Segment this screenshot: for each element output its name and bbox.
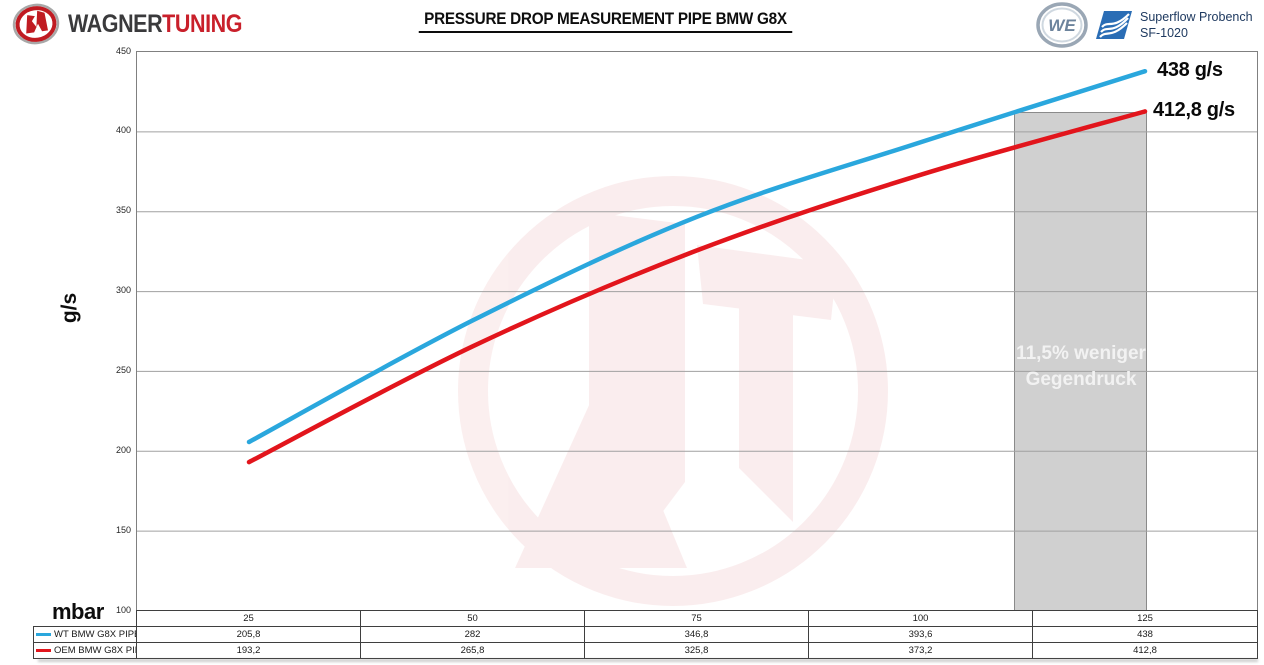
x-axis-tick-cell: 75 xyxy=(585,611,809,626)
bench-line2: SF-1020 xyxy=(1140,26,1188,40)
x-axis-tick-cell: 25 xyxy=(137,611,361,626)
oem-series-line xyxy=(246,109,1148,465)
brand-tuning: TUNING xyxy=(162,9,243,38)
y-tick-label: 100 xyxy=(115,604,131,615)
series-value-cell: 325,8 xyxy=(585,643,809,658)
bench-label: Superflow Probench SF-1020 xyxy=(1140,9,1253,41)
band-annotation-line1: 11,5% weniger xyxy=(1016,343,1146,364)
series-value-cell: 265,8 xyxy=(361,643,585,658)
series-value-cell: 205,8 xyxy=(137,627,361,642)
legend-line-marker-icon xyxy=(36,649,51,652)
series-value-cell: 438 xyxy=(1137,629,1153,640)
x-axis-title: mbar xyxy=(52,599,104,624)
x-axis-tick-cell: 50 xyxy=(361,611,585,626)
wagner-tuning-wordmark: WAGNERTUNING xyxy=(68,10,242,39)
x-axis-tick-cell: 125 xyxy=(1137,613,1153,624)
plot-area: 11,5% weniger Gegendruck 438 g/s 412,8 g… xyxy=(136,51,1258,611)
chart-title: PRESSURE DROP MEASUREMENT PIPE BMW G8X xyxy=(418,8,793,33)
chart-canvas xyxy=(137,68,1257,532)
superflow-wave-icon xyxy=(1096,11,1132,39)
brand-wagner: WAGNER xyxy=(68,9,163,38)
legend-cell: OEM BMW G8X PIPE xyxy=(34,643,137,658)
superflow-probench-logo: WE Superflow Probench SF-1020 xyxy=(1036,2,1253,48)
legend-line-marker-icon xyxy=(36,633,51,636)
y-tick-label: 250 xyxy=(115,364,131,375)
svg-text:WE: WE xyxy=(1048,16,1076,35)
we-badge-icon: WE xyxy=(1036,2,1088,48)
x-axis-label-row: 25 50 75 100 125 xyxy=(136,610,1258,627)
table-shadow xyxy=(38,659,1258,662)
bench-line1: Superflow Probench xyxy=(1140,10,1253,24)
y-tick-label: 450 xyxy=(115,45,131,56)
chart-title-wrap: PRESSURE DROP MEASUREMENT PIPE BMW G8X xyxy=(398,8,793,33)
x-axis-tick-cell: 100 xyxy=(809,611,1033,626)
wagner-emblem-icon xyxy=(12,3,60,45)
series-value-cell: 346,8 xyxy=(585,627,809,642)
wagner-tuning-logo: WAGNERTUNING xyxy=(12,2,270,46)
wt-series-line xyxy=(246,68,1148,445)
wt-end-value-label: 438 g/s xyxy=(1157,59,1223,81)
legend-series-name: OEM BMW G8X PIPE xyxy=(54,645,136,656)
series-value-cell: 393,6 xyxy=(809,627,1033,642)
series-value-cell: 412,8 xyxy=(1133,645,1157,656)
wagner-watermark-icon xyxy=(458,176,888,606)
legend-series-name: WT BMW G8X PIPE xyxy=(54,629,137,640)
band-annotation-line2: Gegendruck xyxy=(1025,369,1137,390)
band-annotation: 11,5% weniger Gegendruck xyxy=(1016,341,1146,393)
y-tick-label: 300 xyxy=(115,285,131,296)
y-tick-label: 350 xyxy=(115,205,131,216)
y-tick-label: 200 xyxy=(115,444,131,455)
y-tick-label: 150 xyxy=(115,524,131,535)
series-row-wt: WT BMW G8X PIPE 205,8 282 346,8 393,6 438 xyxy=(33,626,1258,643)
legend-cell: WT BMW G8X PIPE xyxy=(34,627,137,642)
series-value-cell: 282 xyxy=(361,627,585,642)
oem-end-value-label: 412,8 g/s xyxy=(1153,99,1235,121)
y-axis-title: g/s xyxy=(58,292,81,324)
series-value-cell: 193,2 xyxy=(137,643,361,658)
series-value-cell: 373,2 xyxy=(809,643,1033,658)
y-tick-label: 400 xyxy=(115,125,131,136)
highlight-band xyxy=(1014,112,1147,611)
